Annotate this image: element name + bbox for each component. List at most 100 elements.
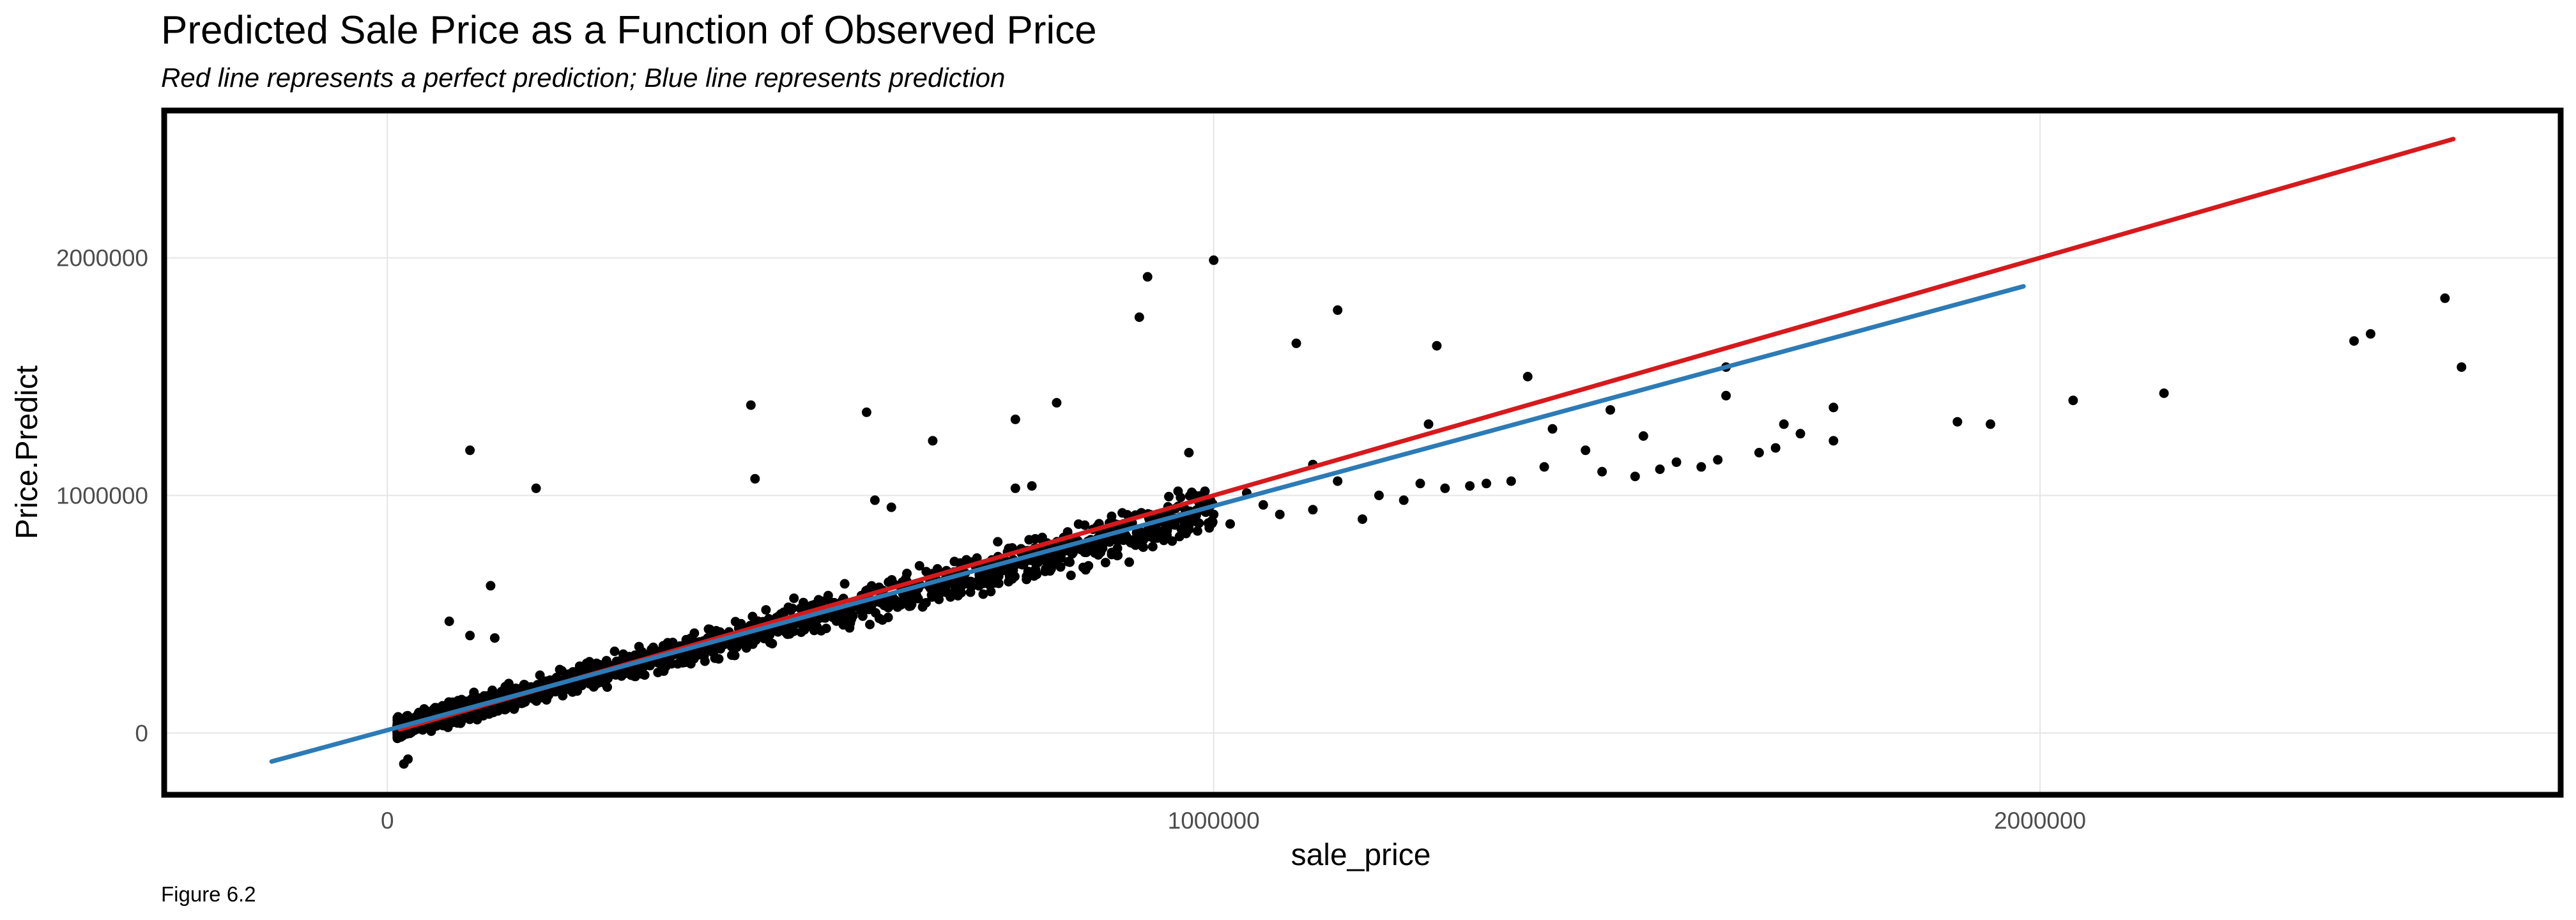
data-point — [567, 687, 578, 697]
data-point — [469, 687, 479, 698]
panel-border — [161, 107, 2564, 798]
data-point — [418, 725, 428, 735]
data-point — [978, 589, 988, 599]
data-point — [1795, 429, 1805, 439]
data-point — [881, 601, 891, 611]
x-tick-label: 0 — [381, 808, 394, 834]
fit-lines — [269, 137, 2456, 764]
data-point — [1167, 536, 1177, 546]
data-point — [1029, 571, 1039, 581]
data-point — [1022, 574, 1032, 585]
data-point — [1374, 490, 1384, 500]
data-point — [486, 581, 496, 591]
data-point — [1142, 272, 1153, 282]
data-point — [549, 686, 559, 696]
data-point — [455, 715, 465, 725]
data-point — [761, 605, 771, 615]
data-point — [861, 407, 871, 417]
data-point — [843, 614, 854, 624]
data-point — [1671, 457, 1682, 467]
data-point — [617, 671, 627, 681]
data-point — [820, 613, 831, 623]
data-point — [1067, 549, 1077, 559]
data-point — [900, 594, 910, 604]
data-point — [884, 577, 894, 587]
data-point — [1291, 338, 1301, 348]
data-point — [1432, 341, 1442, 351]
data-point — [1010, 414, 1020, 424]
data-point — [518, 698, 528, 708]
data-point — [1258, 500, 1268, 510]
data-point — [1207, 518, 1217, 528]
data-point — [1033, 557, 1043, 567]
data-point — [1024, 535, 1034, 545]
data-point — [974, 581, 984, 591]
data-point — [447, 702, 457, 712]
data-point — [465, 631, 475, 641]
data-point — [1423, 419, 1434, 429]
data-point — [1655, 464, 1665, 474]
data-point — [527, 693, 537, 703]
data-point — [1358, 514, 1367, 525]
data-point — [668, 638, 678, 648]
data-point — [629, 671, 640, 681]
data-point — [839, 579, 850, 589]
data-point — [893, 602, 903, 612]
data-point — [806, 601, 816, 611]
data-point — [1041, 564, 1051, 574]
data-point — [857, 611, 868, 621]
data-point — [1184, 491, 1195, 501]
data-point — [465, 445, 475, 456]
data-point — [921, 598, 931, 608]
data-point — [950, 583, 960, 593]
data-point — [986, 586, 996, 597]
data-point — [1399, 495, 1409, 505]
data-point — [905, 601, 916, 611]
data-point — [403, 754, 413, 764]
data-point — [444, 617, 454, 626]
data-point — [1440, 483, 1450, 493]
data-point — [831, 616, 841, 626]
data-point — [495, 705, 505, 714]
data-point — [765, 638, 775, 648]
data-point — [738, 639, 748, 649]
data-point — [2349, 336, 2359, 346]
data-point — [886, 502, 896, 512]
data-point — [1164, 491, 1174, 502]
data-point — [877, 615, 887, 625]
data-point — [1225, 519, 1235, 529]
data-point — [2440, 293, 2450, 303]
data-point — [1052, 397, 1062, 408]
x-tick-label: 2000000 — [1994, 808, 2086, 834]
data-point — [734, 620, 744, 630]
data-point — [785, 629, 795, 639]
data-point — [1134, 312, 1144, 322]
data-point — [640, 670, 650, 680]
data-point — [1107, 511, 1117, 521]
data-point — [1010, 483, 1020, 493]
data-point — [1147, 542, 1158, 552]
data-point — [1465, 481, 1475, 491]
data-point — [1415, 479, 1425, 489]
data-point — [1986, 419, 1995, 429]
data-point — [1073, 519, 1084, 529]
data-point — [940, 580, 951, 590]
data-point — [1136, 530, 1146, 540]
y-axis-title: Price.Predict — [10, 365, 44, 539]
data-point — [1308, 505, 1318, 515]
data-point — [928, 436, 938, 446]
data-point — [1123, 535, 1133, 546]
data-point — [801, 622, 811, 632]
data-point — [1081, 548, 1091, 558]
data-point — [1004, 577, 1014, 586]
data-point — [593, 678, 603, 688]
chart-title: Predicted Sale Price as a Function of Ob… — [161, 8, 1097, 52]
data-point — [990, 576, 1000, 586]
data-point — [747, 611, 758, 622]
data-point — [1597, 466, 1607, 477]
data-point — [1333, 476, 1343, 486]
data-point — [1754, 448, 1764, 457]
x-axis-ticks: 0 1000000 2000000 — [381, 808, 2086, 834]
grid — [164, 111, 2561, 795]
y-tick-label: 1000000 — [56, 482, 148, 509]
